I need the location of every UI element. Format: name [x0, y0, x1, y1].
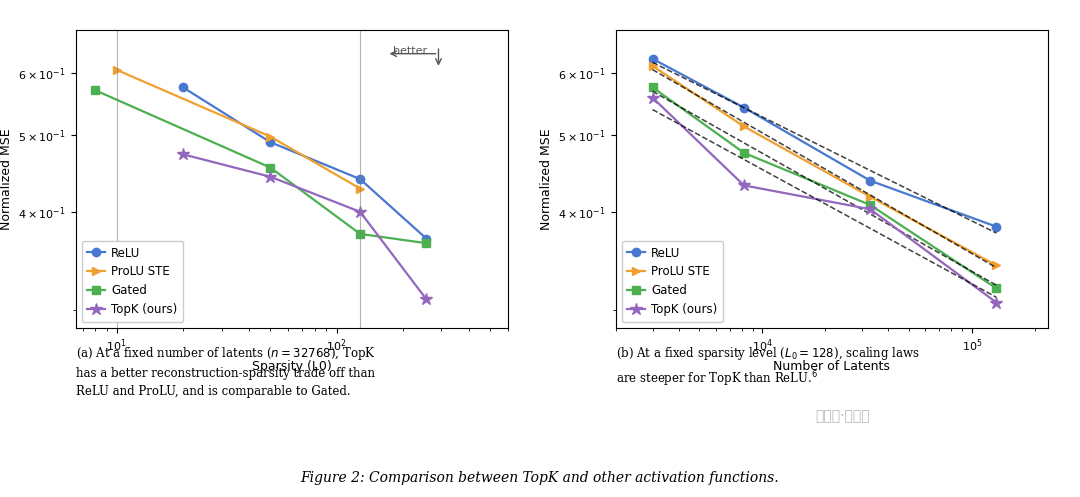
Line: ReLU: ReLU [648, 55, 1000, 231]
Y-axis label: Normalized MSE: Normalized MSE [540, 128, 553, 230]
ProLU STE [990, 262, 1003, 268]
TopK (ours) [353, 209, 366, 215]
Text: (b) At a fixed sparsity level ($L_0 = 128$), scaling laws
are steeper for TopK t: (b) At a fixed sparsity level ($L_0 = 12… [616, 345, 919, 389]
ReLU [264, 139, 276, 145]
Line: ProLU STE: ProLU STE [648, 62, 1000, 270]
Gated [89, 87, 102, 93]
X-axis label: Sparsity (L0): Sparsity (L0) [252, 360, 332, 373]
ProLU STE [646, 63, 659, 69]
TopK (ours) [864, 206, 877, 212]
Line: Gated: Gated [648, 83, 1000, 292]
Y-axis label: Normalized MSE: Normalized MSE [0, 128, 13, 230]
ProLU STE [264, 134, 276, 140]
TopK (ours) [420, 296, 433, 302]
ProLU STE [864, 194, 877, 200]
ReLU [646, 56, 659, 62]
Text: (a) At a fixed number of latents ($n = 32768$), TopK
has a better reconstruction: (a) At a fixed number of latents ($n = 3… [76, 345, 375, 399]
Line: ProLU STE: ProLU STE [112, 66, 364, 193]
Line: TopK (ours): TopK (ours) [177, 148, 432, 306]
TopK (ours) [990, 300, 1003, 306]
Gated [353, 231, 366, 237]
Legend: ReLU, ProLU STE, Gated, TopK (ours): ReLU, ProLU STE, Gated, TopK (ours) [81, 241, 184, 322]
TopK (ours) [176, 151, 189, 157]
Text: Figure 2: Comparison between TopK and other activation functions.: Figure 2: Comparison between TopK and ot… [300, 471, 780, 485]
ReLU [176, 84, 189, 90]
Gated [738, 150, 751, 156]
TopK (ours) [264, 174, 276, 180]
ReLU [353, 176, 366, 182]
Gated [990, 285, 1003, 291]
Line: Gated: Gated [91, 86, 431, 248]
ProLU STE [738, 123, 751, 129]
Text: better: better [393, 46, 428, 56]
ProLU STE [353, 185, 366, 191]
Text: 公众号·量子位: 公众号·量子位 [815, 409, 869, 423]
Gated [646, 84, 659, 90]
Line: TopK (ours): TopK (ours) [646, 91, 1002, 309]
Gated [864, 202, 877, 208]
Gated [264, 165, 276, 170]
ReLU [864, 177, 877, 183]
TopK (ours) [738, 182, 751, 188]
ReLU [738, 105, 751, 111]
Legend: ReLU, ProLU STE, Gated, TopK (ours): ReLU, ProLU STE, Gated, TopK (ours) [621, 241, 724, 322]
Line: ReLU: ReLU [178, 83, 431, 243]
ReLU [420, 236, 433, 242]
TopK (ours) [646, 94, 659, 100]
ProLU STE [110, 67, 123, 73]
Gated [420, 240, 433, 246]
ReLU [990, 224, 1003, 230]
X-axis label: Number of Latents: Number of Latents [773, 360, 890, 373]
